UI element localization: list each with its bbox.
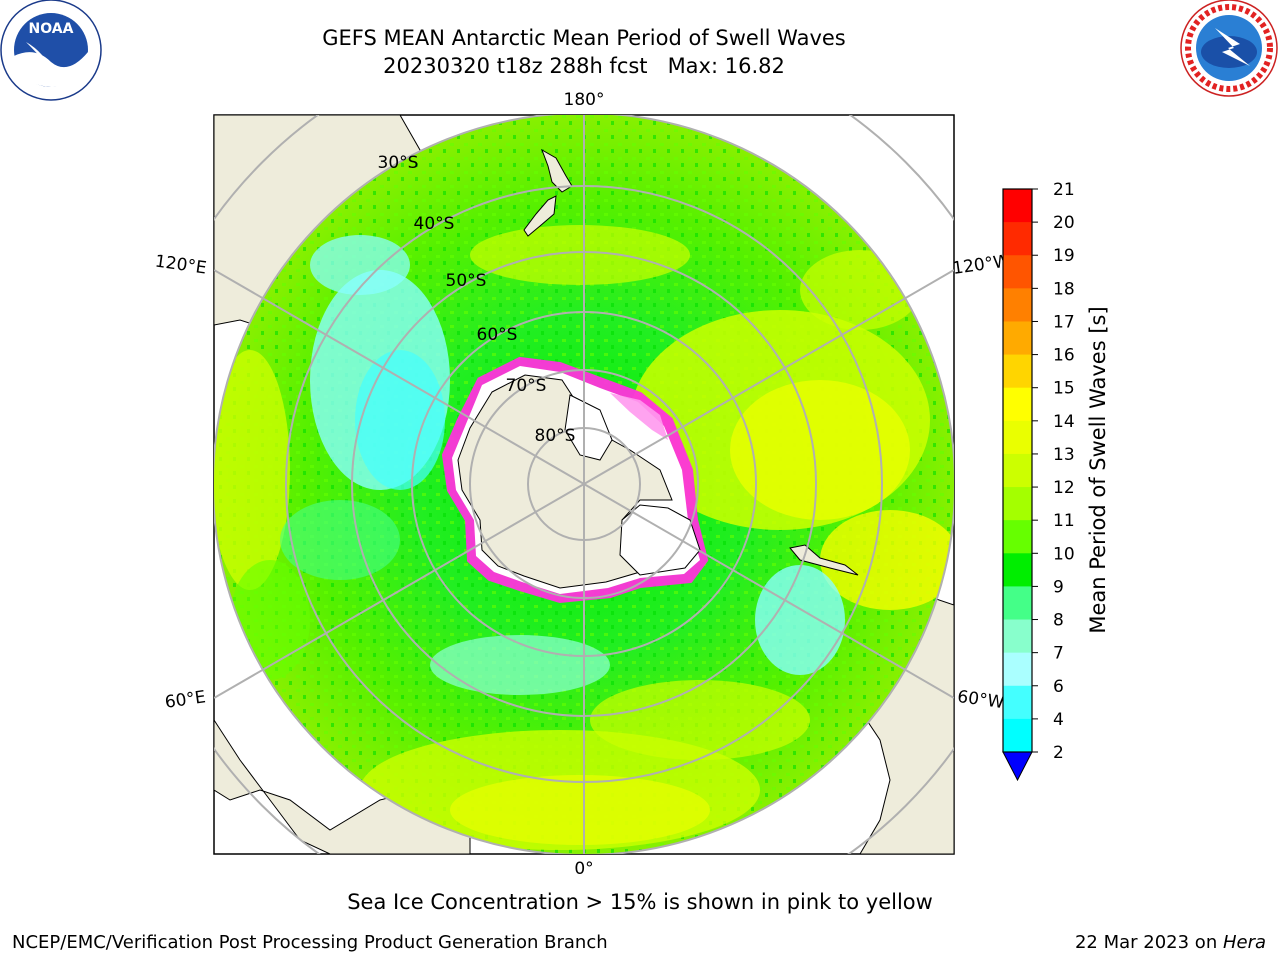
colorbar-outline — [1002, 188, 1033, 753]
credit-host: Hera — [1222, 932, 1266, 953]
colorbar-tick-label: 16 — [1053, 346, 1075, 366]
credit-date: 22 Mar 2023 on — [1074, 932, 1223, 953]
colorbar-band — [1003, 189, 1032, 223]
colorbar-band — [1003, 553, 1032, 587]
noaa-logo: NOAA — [0, 0, 102, 101]
colorbar-tick-label: 17 — [1053, 312, 1075, 332]
lat-label-50s: 50°S — [446, 271, 487, 291]
colorbar-band — [1003, 685, 1032, 720]
graticule — [214, 115, 954, 854]
colorbar-band — [1003, 420, 1032, 455]
colorbar-band — [1003, 453, 1032, 488]
colorbar-band — [1003, 354, 1032, 389]
colorbar-tick-label: 18 — [1053, 279, 1075, 299]
colorbar: 21 20 19 18 17 16 15 14 13 12 11 10 9 8 7 6 4 2 — [1002, 180, 1075, 782]
chart-subtitle: 20230320 t18z 288h fcst Max: 16.82 — [383, 54, 785, 78]
colorbar-band — [1003, 288, 1032, 322]
colorbar-tick-label: 4 — [1053, 710, 1064, 730]
colorbar-tick-label: 15 — [1053, 379, 1075, 399]
colorbar-band — [1003, 222, 1032, 256]
lat-label-30s: 30°S — [378, 153, 419, 173]
colorbar-band — [1003, 619, 1032, 654]
colorbar-tick-label: 9 — [1053, 577, 1064, 597]
colorbar-tick-label: 7 — [1053, 644, 1064, 664]
chart-title: GEFS MEAN Antarctic Mean Period of Swell… — [322, 26, 846, 50]
lon-label-120e: 120°E — [154, 252, 208, 279]
lon-label-180: 180° — [564, 90, 605, 110]
colorbar-tick-label: 12 — [1053, 478, 1075, 498]
lon-label-60e: 60°E — [164, 687, 207, 712]
colorbar-band — [1003, 520, 1032, 554]
svg-text:NOAA: NOAA — [29, 21, 74, 37]
colorbar-band — [1003, 487, 1032, 521]
colorbar-tick-label: 2 — [1053, 743, 1064, 763]
lon-label-0: 0° — [574, 859, 593, 879]
colorbar-band — [1003, 387, 1032, 422]
lat-label-80s: 80°S — [535, 426, 576, 446]
lat-label-60s: 60°S — [477, 325, 518, 345]
colorbar-band — [1003, 321, 1032, 356]
lat-label-70s: 70°S — [506, 376, 547, 396]
colorbar-tick-label: 10 — [1053, 544, 1075, 564]
colorbar-tick-label: 14 — [1053, 412, 1075, 432]
colorbar-tick-label: 19 — [1053, 246, 1075, 266]
lon-label-60w: 60°W — [956, 687, 1005, 713]
credit-right: 22 Mar 2023 on Hera — [1075, 932, 1266, 953]
colorbar-band — [1003, 586, 1032, 621]
colorbar-under-triangle — [1002, 751, 1033, 782]
antarctica — [441, 356, 709, 604]
colorbar-tick-label: 13 — [1053, 445, 1075, 465]
colorbar-band — [1003, 652, 1032, 687]
nws-logo — [1180, 0, 1278, 97]
colorbar-band — [1003, 718, 1032, 753]
lat-label-40s: 40°S — [414, 214, 455, 234]
sea-ice-note: Sea Ice Concentration > 15% is shown in … — [347, 890, 933, 914]
credit-left: NCEP/EMC/Verification Post Processing Pr… — [12, 932, 608, 953]
colorbar-tick-label: 8 — [1053, 611, 1064, 631]
colorbar-tick-label: 6 — [1053, 677, 1064, 697]
colorbar-tick-label: 11 — [1053, 511, 1075, 531]
colorbar-band — [1003, 255, 1032, 289]
colorbar-tick-label: 21 — [1053, 180, 1075, 200]
land-inside — [523, 148, 859, 576]
colorbar-tick-label: 20 — [1053, 213, 1075, 233]
